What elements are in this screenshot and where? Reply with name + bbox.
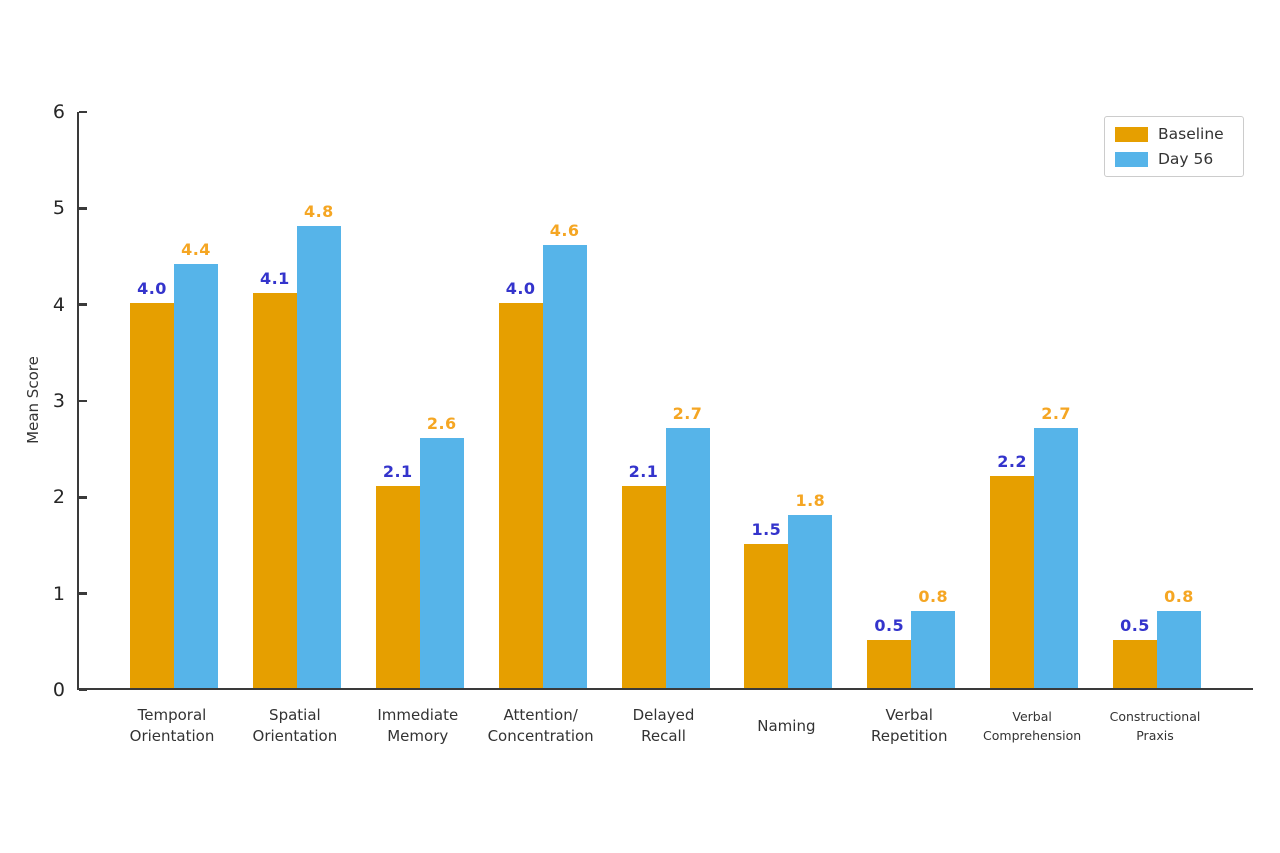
- bar-value-label: 4.0: [505, 278, 536, 298]
- bar-day56-1: [174, 264, 218, 688]
- x-category-label: Verbal Repetition: [870, 706, 948, 745]
- bar-baseline-8: [990, 476, 1035, 688]
- y-axis-tick: [79, 496, 87, 499]
- bar-value-label: 0.8: [918, 586, 949, 606]
- y-tick-label: 5: [52, 197, 65, 220]
- bar-value-label: 4.0: [137, 278, 167, 298]
- y-axis-tick: [79, 688, 87, 692]
- y-tick-label: 4: [52, 293, 65, 316]
- legend-item-day56: Day 56: [1115, 150, 1233, 168]
- y-tick-label: 2: [52, 486, 65, 509]
- bar-value-label: 1.8: [795, 490, 826, 510]
- bar-value-label: 2.7: [1041, 403, 1072, 423]
- plot-area: 4.0 4.4 4.1 4.8 2.1 2.6 4.0 4.6 2.1 2.7 1.5 1.8 0.5 0…: [77, 110, 1253, 692]
- bar-value-label: 2.6: [426, 413, 457, 433]
- bar-day56-2: [296, 225, 341, 688]
- bar-baseline-9: [1113, 639, 1157, 688]
- bar-baseline-4: [498, 302, 543, 688]
- x-category-label: Attention/ Concentration: [487, 706, 594, 745]
- bar-baseline-3: [375, 485, 420, 688]
- y-axis-tick: [79, 110, 87, 114]
- y-tick-label: 1: [52, 582, 65, 605]
- x-category-label: Spatial Orientation: [252, 706, 338, 745]
- bar-value-label: 1.5: [751, 519, 782, 539]
- bar-baseline-5: [621, 485, 666, 688]
- legend-label-baseline: Baseline: [1158, 125, 1224, 143]
- bar-day56-3: [419, 437, 464, 688]
- x-category-label: Naming: [757, 716, 816, 735]
- bar-day56-6: [788, 514, 833, 688]
- bar-value-label: 4.1: [259, 269, 290, 289]
- y-axis-tick: [79, 207, 87, 210]
- bar-value-label: 2.1: [382, 461, 413, 481]
- bar-day56-7: [911, 610, 956, 688]
- bar-day56-8: [1034, 427, 1079, 688]
- legend-swatch-baseline-icon: [1115, 126, 1148, 142]
- legend-swatch-day56-icon: [1115, 151, 1148, 167]
- y-tick-label: 3: [52, 390, 65, 412]
- legend: Baseline Day 56: [1104, 116, 1244, 177]
- bar-value-label: 0.5: [874, 615, 905, 635]
- x-category-label: Immediate Memory: [377, 706, 459, 745]
- bar-value-label: 4.6: [549, 220, 580, 240]
- bar-day56-4: [542, 244, 587, 688]
- y-axis-tick: [79, 399, 87, 403]
- y-tick-label: 6: [52, 101, 65, 123]
- bar-value-label: 0.5: [1120, 615, 1150, 635]
- y-axis-tick: [79, 592, 87, 595]
- x-category-label: Verbal Comprehension: [983, 709, 1082, 743]
- bar-baseline-1: [130, 302, 174, 688]
- bar-value-label: 2.7: [672, 403, 703, 423]
- bar-baseline-7: [867, 639, 912, 688]
- x-category-label: Temporal Orientation: [129, 706, 215, 745]
- bar-value-label: 4.8: [303, 201, 334, 221]
- bar-day56-9: [1157, 610, 1201, 688]
- legend-label-day56: Day 56: [1158, 150, 1214, 168]
- bar-value-label: 4.4: [181, 240, 211, 260]
- bar-baseline-2: [252, 293, 297, 688]
- x-category-label: Delayed Recall: [632, 706, 695, 745]
- bar-value-label: 0.8: [1164, 586, 1194, 606]
- y-tick-label: 0: [52, 679, 65, 701]
- bar-baseline-6: [744, 543, 789, 688]
- bar-value-label: 2.2: [997, 452, 1028, 472]
- legend-item-baseline: Baseline: [1115, 125, 1233, 143]
- bar-day56-5: [665, 427, 710, 688]
- y-axis-tick: [79, 303, 87, 306]
- x-category-label: Constructional Praxis: [1109, 709, 1201, 743]
- bar-value-label: 2.1: [628, 461, 659, 481]
